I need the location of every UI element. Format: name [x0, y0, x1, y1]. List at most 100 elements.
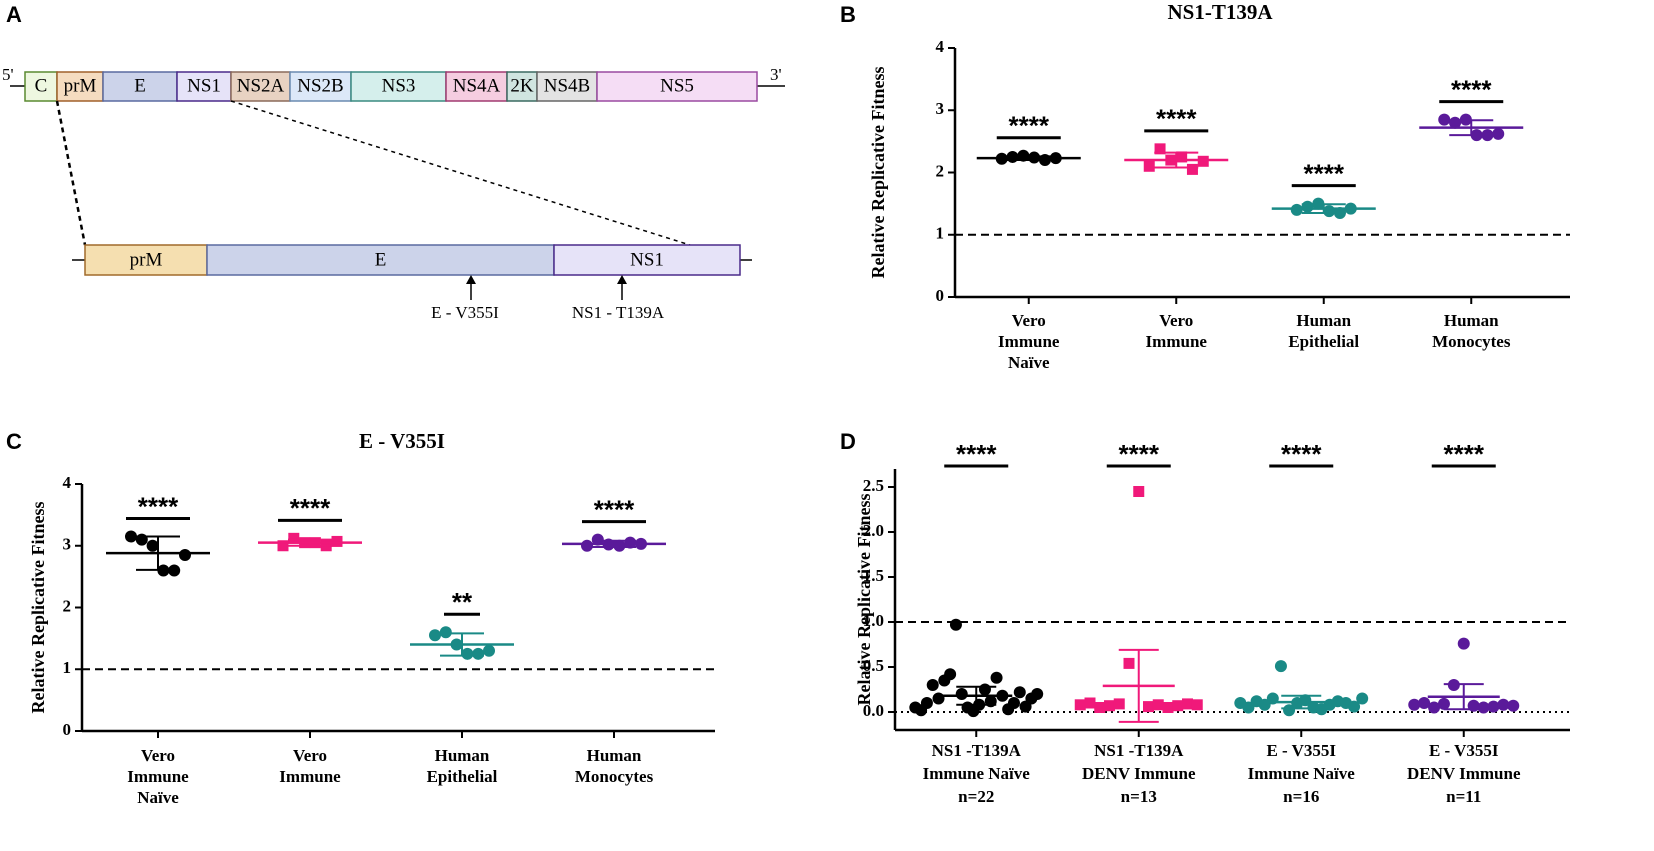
- data-point: [1348, 700, 1361, 713]
- segment-label: NS1: [187, 75, 221, 96]
- data-point: [1154, 143, 1166, 155]
- data-point: [1162, 702, 1174, 713]
- data-point: [1437, 697, 1450, 710]
- data-point: [1094, 702, 1106, 713]
- x-tick-label: Human: [435, 746, 490, 765]
- y-tick-label: 3: [936, 99, 945, 118]
- significance-label: ****: [1009, 111, 1050, 141]
- panel-label: B: [840, 2, 856, 27]
- significance-label: **: [452, 587, 473, 617]
- zoom-line: [230, 100, 691, 246]
- significance-label: ****: [138, 491, 179, 521]
- y-tick-label: 0: [63, 720, 72, 739]
- data-point: [1418, 697, 1431, 709]
- data-point: [1104, 700, 1115, 712]
- end-label: 3': [770, 65, 782, 84]
- data-point: [955, 688, 968, 700]
- x-tick-label: Human: [1444, 311, 1499, 330]
- data-point: [1074, 699, 1086, 711]
- panel-label: D: [840, 429, 856, 454]
- segment-label: NS4B: [544, 75, 590, 96]
- x-tick-label: Human: [1296, 311, 1351, 330]
- data-point: [1013, 686, 1026, 699]
- data-point: [1477, 701, 1490, 714]
- data-point: [1176, 151, 1188, 163]
- data-point: [429, 629, 441, 642]
- segment-label: prM: [130, 249, 163, 270]
- data-point: [277, 540, 289, 552]
- data-point: [1186, 163, 1198, 175]
- data-point: [1143, 160, 1155, 172]
- data-point: [944, 668, 957, 681]
- data-point: [1323, 205, 1336, 218]
- significance-label: ****: [1156, 104, 1197, 134]
- chart-title: NS1-T139A: [1167, 0, 1273, 24]
- panel-label: C: [6, 429, 22, 454]
- arrow-head: [617, 275, 627, 284]
- y-tick-label: 1: [936, 224, 945, 243]
- segment-label: NS2A: [237, 75, 285, 96]
- x-tick-label: Immune: [998, 332, 1060, 351]
- data-point: [1274, 660, 1287, 673]
- x-tick-label: Naïve: [137, 788, 179, 807]
- data-point: [1492, 127, 1505, 140]
- data-point: [125, 530, 137, 543]
- x-tick-label: Vero: [1159, 311, 1193, 330]
- data-point: [1031, 688, 1044, 700]
- y-tick-label: 1.5: [863, 566, 884, 585]
- zoom-segment: [553, 244, 741, 276]
- x-tick-label: Human: [587, 746, 642, 765]
- genome-segment: [56, 71, 104, 102]
- zoom-segment: [84, 244, 208, 276]
- significance-label: ****: [1444, 439, 1485, 469]
- data-point: [990, 671, 1003, 684]
- x-tick-label: n=16: [1283, 787, 1319, 806]
- x-tick-label: Naïve: [1008, 353, 1050, 372]
- x-tick-label: Immune Naïve: [1248, 764, 1356, 783]
- genome-segment: [536, 71, 598, 102]
- x-tick-label: NS1 -T139A: [932, 741, 1022, 760]
- data-point: [978, 683, 991, 696]
- y-axis-label: Relative Replicative Fitness: [28, 502, 48, 714]
- data-point: [288, 532, 300, 544]
- significance-label: ****: [956, 439, 997, 469]
- data-point: [1143, 701, 1154, 713]
- x-tick-label: Immune: [127, 767, 189, 786]
- data-point: [1123, 657, 1135, 669]
- x-tick-label: n=22: [958, 787, 994, 806]
- genome-segment: [596, 71, 758, 102]
- y-tick-label: 2.0: [863, 521, 884, 540]
- y-tick-label: 0.5: [863, 656, 884, 675]
- data-point: [926, 679, 939, 691]
- x-tick-label: Vero: [141, 746, 175, 765]
- data-point: [1457, 637, 1470, 650]
- data-point: [1408, 698, 1421, 711]
- x-tick-label: Vero: [1012, 311, 1046, 330]
- segment-label: NS1: [630, 249, 664, 270]
- data-point: [1301, 200, 1314, 213]
- x-tick-label: Immune Naïve: [923, 764, 1031, 783]
- data-point: [1113, 698, 1125, 710]
- data-point: [439, 626, 452, 639]
- data-point: [1172, 700, 1184, 712]
- x-tick-label: n=13: [1121, 787, 1157, 806]
- data-point: [1191, 699, 1203, 711]
- data-point: [1133, 486, 1145, 497]
- data-point: [1497, 698, 1510, 711]
- segment-label: NS2B: [297, 75, 343, 96]
- data-point: [179, 549, 191, 562]
- segment-label: E: [375, 249, 387, 270]
- data-point: [1152, 699, 1164, 711]
- data-point: [920, 697, 933, 709]
- data-point: [932, 692, 945, 705]
- x-tick-label: Monocytes: [575, 767, 654, 786]
- segment-label: C: [35, 75, 48, 96]
- mutation-label: NS1 - T139A: [572, 303, 665, 322]
- segment-label: E: [134, 75, 146, 96]
- y-tick-label: 2.5: [863, 476, 884, 495]
- segment-label: 2K: [510, 75, 534, 96]
- panel-label: A: [6, 2, 22, 27]
- y-tick-label: 0.0: [863, 701, 884, 720]
- significance-label: ****: [1304, 159, 1345, 189]
